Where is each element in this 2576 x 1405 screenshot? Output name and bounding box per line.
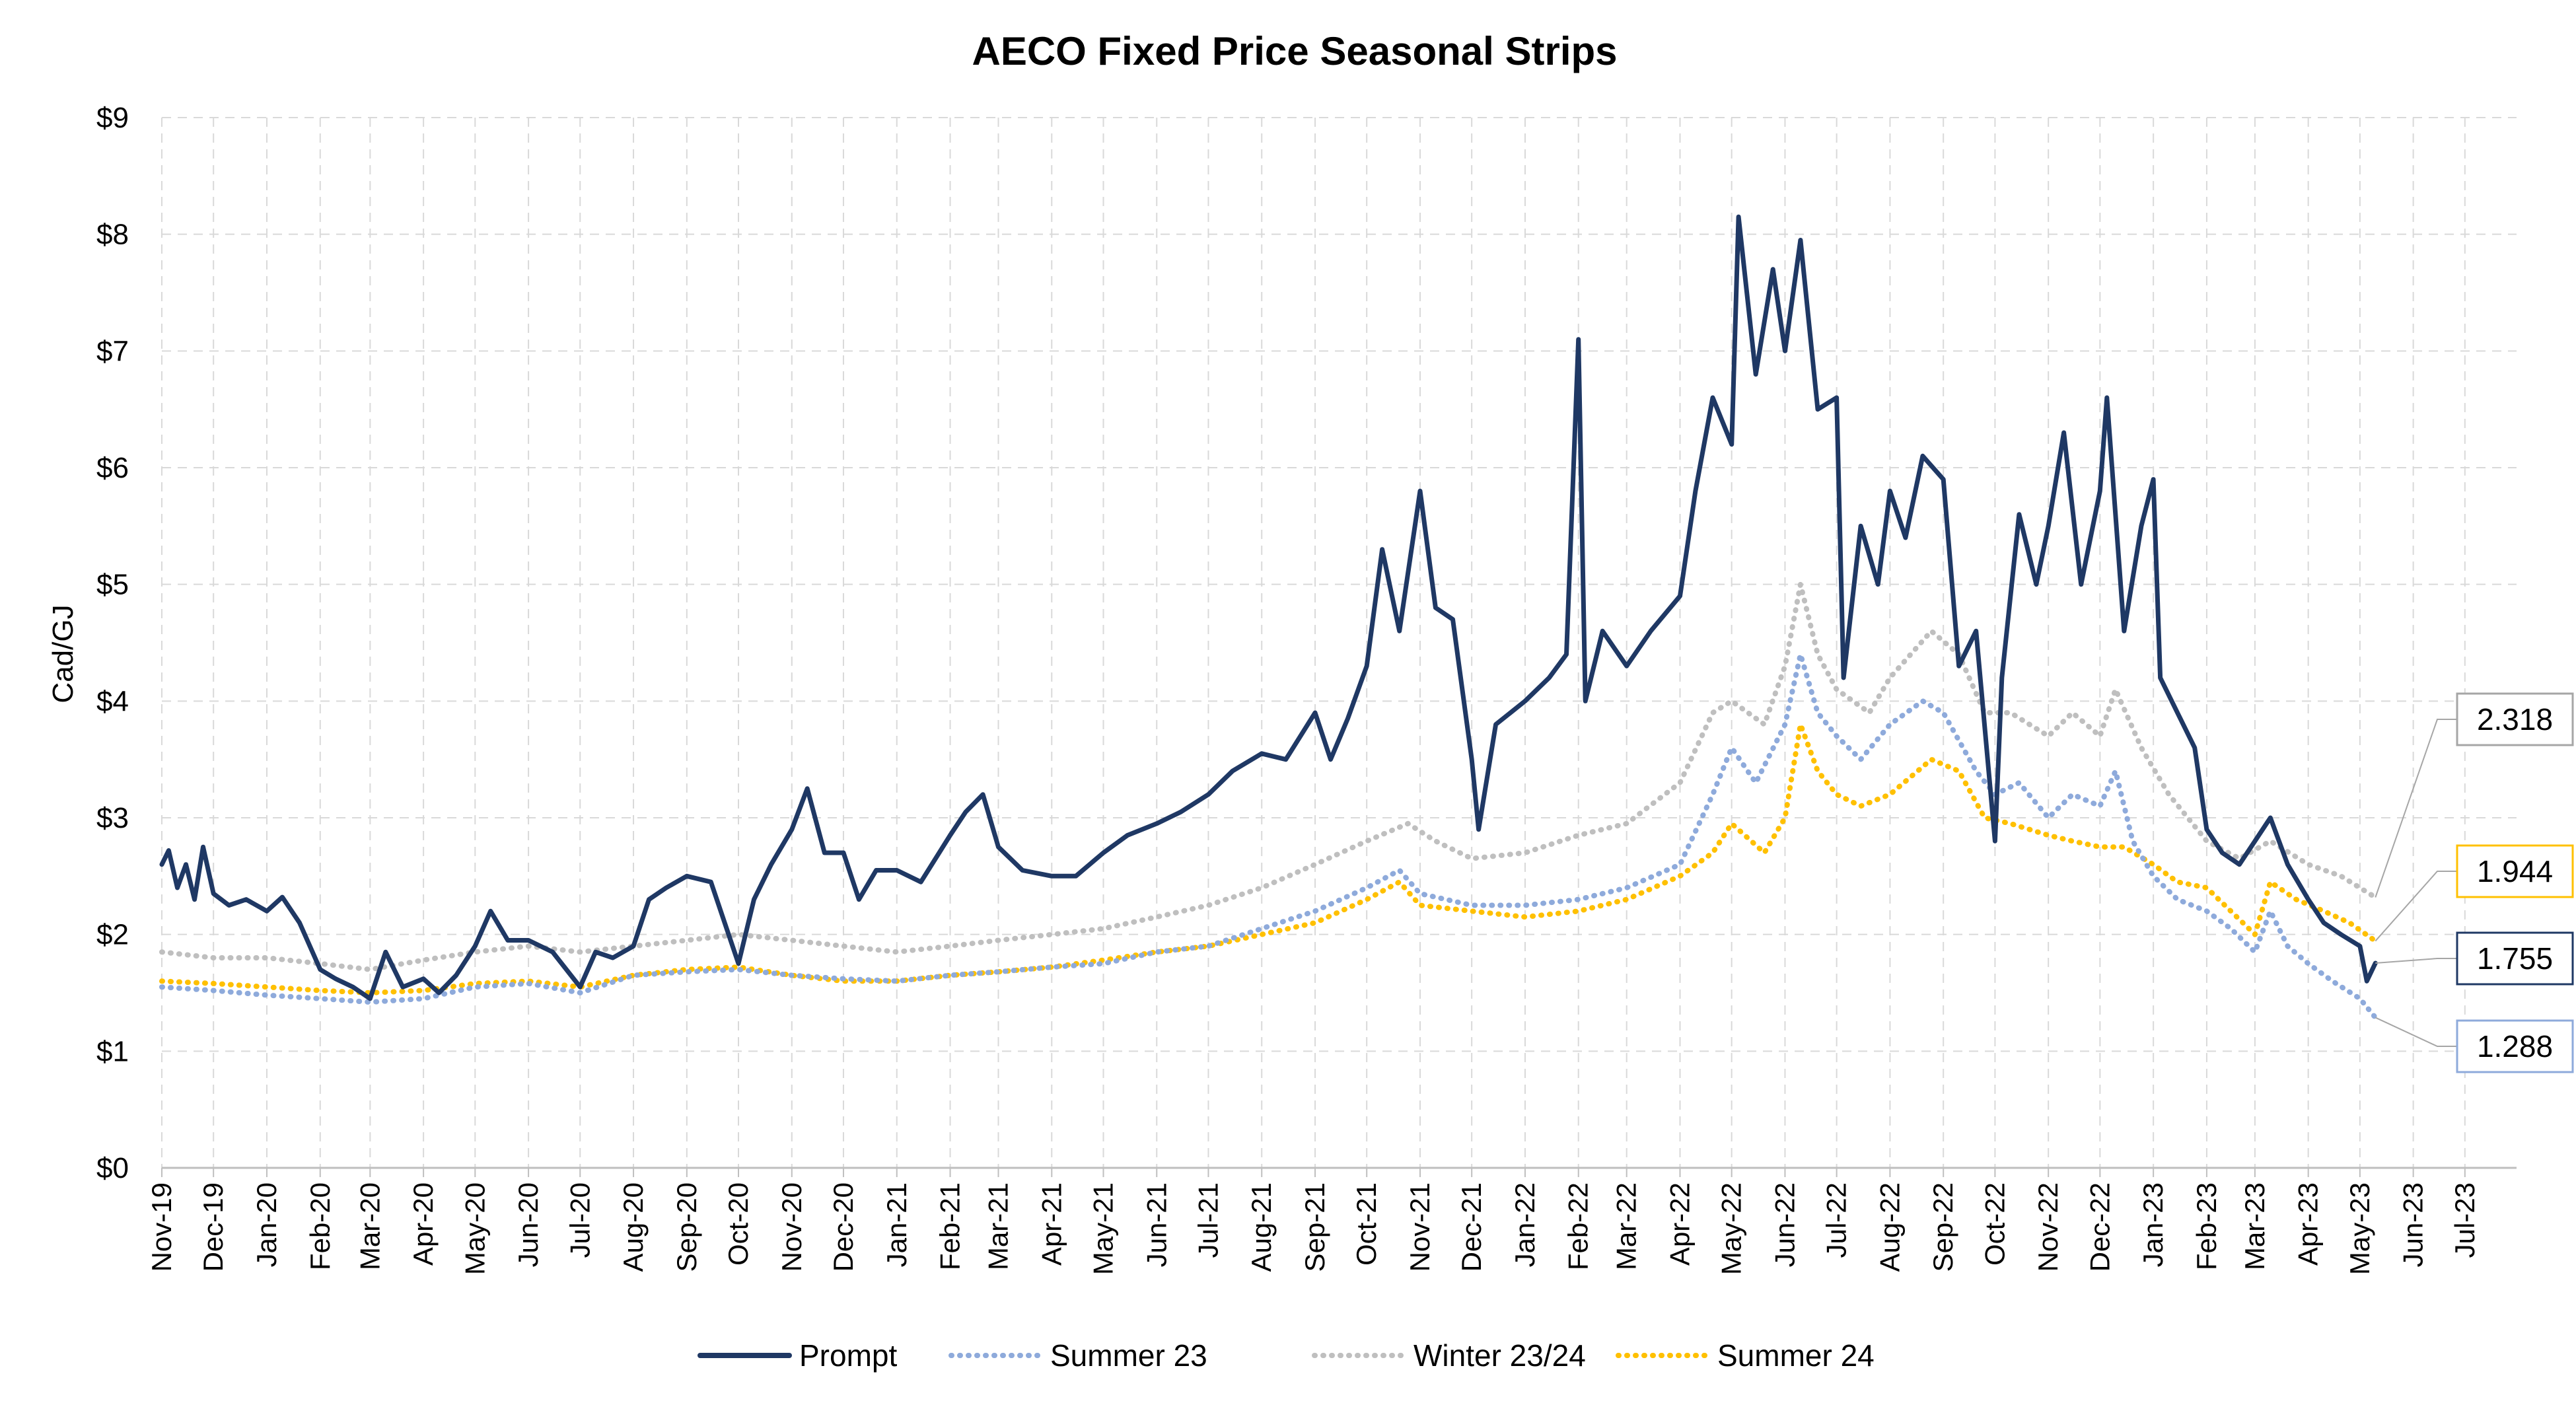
callout-label: 1.755 <box>2477 941 2553 976</box>
annotation-layer: 2.318 1.944 1.755 1.288 <box>2375 692 2574 1073</box>
y-tick-label: $7 <box>96 335 129 367</box>
x-tick-label: Jan-21 <box>881 1182 912 1267</box>
x-tick-label: Feb-20 <box>304 1182 336 1270</box>
callout-box <box>2456 844 2574 898</box>
y-tick-label: $6 <box>96 452 129 484</box>
x-tick-label: May-23 <box>2344 1182 2375 1275</box>
x-tick-label: Nov-20 <box>776 1182 807 1272</box>
x-tick-label: Mar-20 <box>354 1182 385 1270</box>
x-tick-label: Mar-22 <box>1611 1182 1642 1270</box>
x-tick-label: Jun-21 <box>1141 1182 1172 1267</box>
x-tick-label: Mar-21 <box>983 1182 1014 1270</box>
callout-box <box>2456 931 2574 986</box>
x-tick-label: May-22 <box>1716 1182 1747 1275</box>
x-tick-label: Feb-21 <box>935 1182 966 1270</box>
x-tick-label: Apr-21 <box>1036 1182 1067 1266</box>
callout-box <box>2456 1019 2574 1073</box>
x-tick-label: Sep-20 <box>671 1182 702 1272</box>
x-tick-label: Mar-23 <box>2239 1182 2270 1270</box>
x-tick-label: Oct-21 <box>1351 1182 1382 1266</box>
series-line-summer-24 <box>159 721 2379 995</box>
axis-layer: $0 $1 $2 $3 $4 $5 $6 $7 $8 $9 Nov-19 Dec-19 Jan-20 Fe… <box>96 102 2517 1275</box>
x-tick-label: Sep-21 <box>1299 1182 1330 1272</box>
x-tick-label: Nov-22 <box>2032 1182 2063 1272</box>
x-tick-label: Apr-22 <box>1664 1182 1695 1266</box>
x-tick-label: Jul-20 <box>564 1182 595 1258</box>
callout-box <box>2456 692 2574 746</box>
x-tick-label: Jan-20 <box>251 1182 282 1267</box>
x-tick-label: Apr-20 <box>408 1182 439 1266</box>
x-tick-label: May-20 <box>459 1182 490 1275</box>
y-tick-label: $3 <box>96 802 129 834</box>
y-tick-label: $2 <box>96 919 129 951</box>
legend: Prompt Summer 23 Winter 23/24 Summer 24 <box>698 1338 1875 1373</box>
series-line-winter-23-24 <box>159 581 2379 972</box>
x-tick-label: Jun-20 <box>513 1182 544 1267</box>
legend-label: Summer 24 <box>1717 1338 1875 1373</box>
callout-label: 2.318 <box>2477 702 2553 737</box>
x-tick-label: Jul-22 <box>1821 1182 1852 1258</box>
chart-title: AECO Fixed Price Seasonal Strips <box>972 29 1617 73</box>
y-tick-label: $4 <box>96 685 129 717</box>
x-tick-label: Dec-22 <box>2084 1182 2115 1272</box>
callout-leader <box>2375 719 2457 898</box>
callout-leader <box>2375 871 2457 942</box>
x-tick-label: Dec-21 <box>1456 1182 1487 1272</box>
x-tick-label: Sep-22 <box>1927 1182 1958 1272</box>
grid-layer <box>161 117 2517 1169</box>
y-tick-label: $0 <box>96 1152 129 1184</box>
y-tick-label: $9 <box>96 102 129 134</box>
y-tick-label: $1 <box>96 1035 129 1067</box>
x-tick-label: Jan-22 <box>1509 1182 1540 1267</box>
x-tick-label: Jul-21 <box>1192 1182 1223 1258</box>
series-layer <box>159 214 2379 1021</box>
x-tick-label: Aug-22 <box>1874 1182 1905 1272</box>
x-tick-label: Oct-22 <box>1979 1182 2010 1266</box>
legend-label: Prompt <box>799 1338 897 1373</box>
x-tick-label: May-21 <box>1087 1182 1118 1275</box>
x-tick-label: Apr-23 <box>2293 1182 2324 1266</box>
legend-label: Summer 23 <box>1050 1338 1207 1373</box>
x-tick-label: Dec-19 <box>197 1182 229 1272</box>
x-tick-label: Jan-23 <box>2137 1182 2168 1267</box>
x-tick-label: Feb-22 <box>1563 1182 1594 1270</box>
callout-leader <box>2375 1017 2457 1047</box>
y-tick-label: $8 <box>96 219 129 251</box>
x-tick-label: Nov-19 <box>146 1182 177 1272</box>
legend-label: Winter 23/24 <box>1413 1338 1586 1373</box>
x-tick-label: Nov-21 <box>1404 1182 1435 1272</box>
callout-leader <box>2375 958 2457 964</box>
x-tick-label: Oct-20 <box>723 1182 754 1266</box>
x-tick-label: Jun-22 <box>1769 1182 1800 1267</box>
callout-label: 1.288 <box>2477 1029 2553 1063</box>
x-tick-label: Feb-23 <box>2191 1182 2222 1270</box>
x-tick-label: Jun-23 <box>2398 1182 2429 1267</box>
x-tick-label: Dec-20 <box>828 1182 859 1272</box>
x-tick-label: Jul-23 <box>2449 1182 2480 1258</box>
callout-label: 1.944 <box>2477 854 2553 888</box>
y-axis-label: Cad/GJ <box>47 604 79 703</box>
series-line-summer-23 <box>159 651 2379 1021</box>
x-tick-label: Aug-20 <box>618 1182 649 1272</box>
x-tick-label: Aug-21 <box>1246 1182 1277 1272</box>
y-tick-label: $5 <box>96 569 129 601</box>
series-line-prompt <box>159 214 2378 1001</box>
